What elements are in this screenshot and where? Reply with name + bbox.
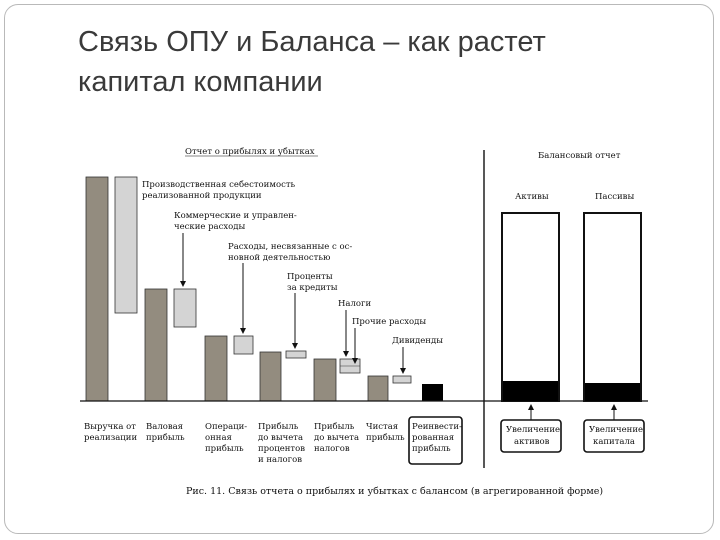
liabilities-bar	[583, 212, 642, 402]
income-statement-header: Отчет о прибылях и убытках	[185, 146, 315, 157]
interest-bar	[285, 350, 307, 359]
retained-earnings-label-line-1: Реинвести-	[412, 422, 462, 432]
interest-annotation-line-2: за кредиты	[287, 283, 338, 293]
slide-title-line-1: Связь ОПУ и Баланса – как растет	[78, 26, 546, 58]
cogs-annotation-line-2: реализованной продукции	[142, 191, 262, 201]
operating-profit-bar	[204, 335, 228, 402]
retained-earnings-bar	[422, 384, 443, 401]
revenue-label-line-1: Выручка от	[84, 422, 136, 432]
operating-profit-label-line-3: прибыль	[205, 443, 244, 454]
revenue-bar	[85, 176, 109, 402]
ebit-label-line-1: Прибыль	[258, 421, 299, 432]
ebt-bar	[313, 358, 337, 402]
net-profit-label-line-2: прибыль	[366, 432, 405, 443]
assets-increase-label-line-2: активов	[514, 437, 550, 447]
assets-increase-label-line-1: Увеличение	[506, 425, 560, 435]
taxes-annotation: Налоги	[338, 299, 371, 309]
figure-caption: Рис. 11. Связь отчета о прибылях и убытк…	[186, 486, 603, 497]
cogs-annotation-line-1: Производственная себестоимость	[142, 179, 296, 190]
ebt-label-line-2: до вычета	[314, 433, 359, 443]
retained-earnings-label-line-2: рованная	[412, 433, 454, 443]
capital-increase-block	[585, 383, 640, 401]
nonop-annotation-line-1: Расходы, несвязанные с ос-	[228, 242, 352, 252]
slide-title: Связь ОПУ и Баланса – как растет капитал…	[78, 22, 638, 102]
capital-increase-label-line-2: капитала	[593, 437, 635, 447]
retained-earnings-label-line-3: прибыль	[412, 443, 451, 454]
dividends-bar	[392, 375, 412, 384]
revenue-label-line-2: реализации	[84, 433, 137, 443]
gross-profit-bar	[144, 288, 168, 402]
ebit-bar	[259, 351, 282, 402]
balance-sheet-header: Балансовый отчет	[538, 151, 621, 161]
capital-increase-label-line-1: Увеличение	[589, 425, 643, 435]
ebit-label-line-2: до вычета	[258, 433, 303, 443]
slide-frame	[4, 4, 714, 534]
retained-earnings-box	[408, 416, 463, 465]
assets-label: Активы	[515, 192, 549, 202]
ebt-label-line-3: налогов	[314, 444, 350, 454]
sga-bar	[173, 288, 197, 328]
assets-bar	[501, 212, 560, 402]
net-profit-bar	[367, 375, 389, 402]
operating-profit-label-line-2: онная	[205, 433, 232, 443]
nonoperating-bar	[233, 335, 254, 355]
operating-profit-label-line-1: Операци-	[205, 422, 247, 432]
gross-profit-label-line-1: Валовая	[146, 422, 183, 432]
ebt-label-line-1: Прибыль	[314, 421, 355, 432]
sga-annotation-line-1: Коммерческие и управлен-	[174, 211, 297, 221]
interest-annotation-line-1: Проценты	[287, 272, 333, 282]
liabilities-label: Пассивы	[595, 192, 634, 202]
net-profit-label-line-1: Чистая	[366, 422, 398, 432]
ebit-label-line-4: и налогов	[258, 455, 302, 465]
cogs-bar	[114, 176, 138, 314]
slide-title-line-2: капитал компании	[78, 66, 323, 98]
dividends-annotation: Дивиденды	[392, 336, 443, 346]
sga-annotation-line-2: ческие расходы	[174, 222, 246, 232]
gross-profit-label-line-2: прибыль	[146, 432, 185, 443]
ebit-label-line-3: процентов	[258, 444, 305, 454]
assets-increase-block	[503, 381, 558, 401]
other-expenses-annotation: Прочие расходы	[352, 317, 426, 327]
nonop-annotation-line-2: новной деятельностью	[228, 253, 331, 263]
